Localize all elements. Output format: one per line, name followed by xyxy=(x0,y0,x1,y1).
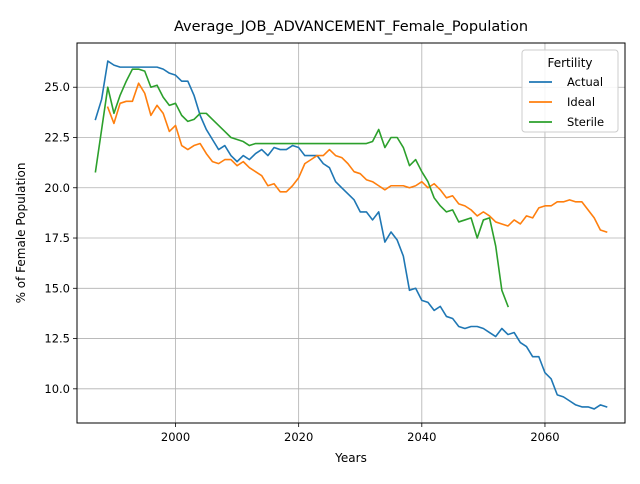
legend-item-sterile: Sterile xyxy=(529,115,604,129)
legend: Fertility Actual Ideal Sterile xyxy=(521,49,619,133)
legend-label: Actual xyxy=(567,75,603,89)
ticks: 2000 2020 2040 2060 10.0 12.5 15.0 17.5 20.0 22.5… xyxy=(44,80,559,444)
x-tick-label: 2000 xyxy=(161,430,190,444)
chart-title: Average_JOB_ADVANCEMENT_Female_Populatio… xyxy=(174,19,528,35)
legend-label: Ideal xyxy=(567,95,595,109)
y-tick-label: 20.0 xyxy=(44,181,70,195)
legend-box xyxy=(521,49,619,133)
y-tick-label: 22.5 xyxy=(44,130,70,144)
x-axis-label: Years xyxy=(334,451,367,465)
y-tick-label: 17.5 xyxy=(44,231,70,245)
legend-items: Actual Ideal Sterile xyxy=(529,75,604,129)
series-line-ideal xyxy=(106,82,608,233)
plot-frame xyxy=(76,42,626,424)
legend-item-ideal: Ideal xyxy=(529,95,595,109)
series-line-sterile xyxy=(94,68,510,308)
x-tick-label: 2060 xyxy=(530,430,559,444)
y-tick-label: 15.0 xyxy=(44,281,70,295)
y-tick-label: 10.0 xyxy=(44,382,70,396)
series-line-actual xyxy=(94,60,608,410)
legend-title: Fertility xyxy=(547,56,592,70)
x-tick-label: 2040 xyxy=(407,430,436,444)
legend-item-actual: Actual xyxy=(529,75,603,89)
legend-label: Sterile xyxy=(567,115,604,129)
y-tick-label: 25.0 xyxy=(44,80,70,94)
series-lines xyxy=(94,60,608,410)
y-tick-label: 12.5 xyxy=(44,332,70,346)
x-tick-label: 2020 xyxy=(284,430,313,444)
y-axis-label: % of Female Population xyxy=(14,163,28,304)
